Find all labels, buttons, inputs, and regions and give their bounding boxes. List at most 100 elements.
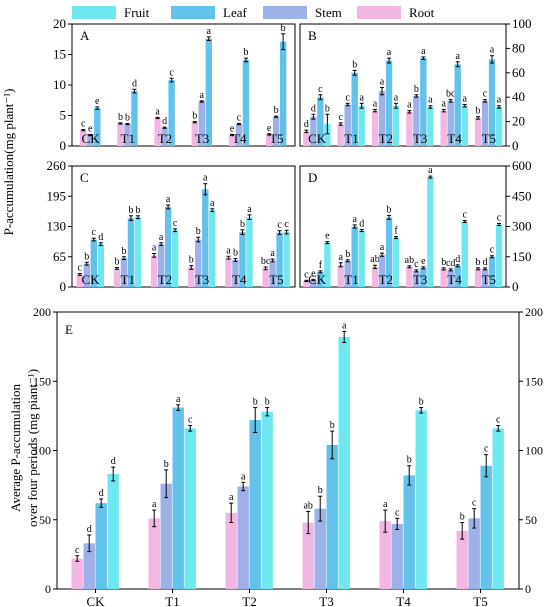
significance-letter: d bbox=[99, 488, 104, 499]
y-axis-label-top: P-accumulation(mg plant⁻¹) bbox=[1, 89, 16, 236]
significance-letter: c bbox=[484, 444, 489, 455]
bar-fruit-t4 bbox=[461, 221, 468, 287]
panel-letter: A bbox=[80, 28, 90, 43]
significance-letter: cd bbox=[446, 258, 455, 269]
significance-letter: c bbox=[497, 212, 502, 223]
bar-root-t2 bbox=[371, 110, 379, 146]
x-tick-label: T5 bbox=[269, 131, 283, 146]
y-tick-label: 150 bbox=[525, 374, 543, 388]
bar-fruit-ck bbox=[107, 474, 119, 589]
bar-root-t5 bbox=[262, 268, 269, 287]
significance-letter: b bbox=[192, 111, 197, 122]
significance-letter: bc bbox=[446, 89, 456, 100]
bar-fruit-t4 bbox=[415, 410, 427, 589]
significance-letter: b bbox=[460, 512, 465, 523]
significance-letter: d bbox=[162, 116, 167, 127]
significance-letter: c bbox=[237, 112, 242, 123]
y-tick-label: 0 bbox=[525, 582, 531, 596]
y-tick-label: 0 bbox=[512, 138, 519, 153]
significance-letter: a bbox=[428, 95, 433, 106]
significance-letter: e bbox=[267, 123, 272, 134]
bar-leaf-t2 bbox=[168, 80, 175, 146]
bar-leaf-t4 bbox=[239, 232, 246, 287]
bar-root-ck bbox=[303, 131, 310, 146]
panel-letter: E bbox=[65, 322, 73, 337]
y-tick-label: 150 bbox=[33, 374, 51, 388]
bar-stem-ck bbox=[83, 263, 90, 287]
significance-letter: b bbox=[318, 485, 323, 496]
bar-fruit-t3 bbox=[209, 210, 216, 287]
x-tick-label: T4 bbox=[447, 272, 462, 287]
significance-letter: a bbox=[200, 90, 205, 101]
bar-root-t2 bbox=[371, 266, 379, 287]
bar-leaf-t2 bbox=[385, 60, 393, 146]
significance-letter: d bbox=[132, 78, 137, 89]
bar-stem-t4 bbox=[447, 269, 454, 287]
significance-letter: b bbox=[233, 248, 238, 259]
significance-letter: a bbox=[203, 173, 208, 184]
significance-letter: ab bbox=[303, 500, 312, 511]
panel-b: 020406080100BddcbCKccbaT1aaaaT2abaaT3abc… bbox=[299, 16, 532, 153]
significance-letter: d bbox=[455, 254, 460, 265]
bar-stem-t5 bbox=[272, 116, 280, 146]
bar-root-t3 bbox=[406, 266, 413, 287]
significance-letter: c bbox=[338, 112, 343, 123]
significance-letter: a bbox=[490, 45, 495, 56]
y-tick-label: 195 bbox=[47, 188, 67, 203]
significance-letter: b bbox=[164, 459, 169, 470]
panel-letter: B bbox=[308, 28, 317, 43]
significance-letter: c bbox=[496, 415, 501, 426]
significance-letter: a bbox=[407, 100, 412, 111]
x-tick-label: T4 bbox=[232, 131, 247, 146]
y-tick-label: 40 bbox=[512, 89, 525, 104]
bar-fruit-t1 bbox=[358, 105, 365, 146]
bar-stem-t4 bbox=[235, 124, 243, 146]
significance-letter: c bbox=[483, 89, 488, 100]
bar-fruit-ck bbox=[324, 124, 331, 146]
significance-letter: d bbox=[87, 524, 92, 535]
x-tick-label: T3 bbox=[413, 272, 427, 287]
y-tick-label: 450 bbox=[512, 188, 532, 203]
significance-letter: ab bbox=[405, 255, 414, 266]
y-tick-label: 15 bbox=[53, 47, 66, 62]
bar-stem-t1 bbox=[120, 258, 128, 287]
x-tick-label: T2 bbox=[379, 131, 393, 146]
significance-letter: b bbox=[281, 23, 286, 34]
bar-stem-t4 bbox=[447, 100, 454, 146]
bar-leaf-t3 bbox=[326, 444, 338, 589]
bar-fruit-t3 bbox=[427, 177, 434, 287]
y-axis-label-bottom-line1: Average P-accumulation bbox=[8, 384, 23, 512]
x-tick-label: T3 bbox=[195, 131, 209, 146]
x-tick-label: CK bbox=[82, 131, 101, 146]
bar-root-t5 bbox=[474, 268, 482, 287]
significance-letter: a bbox=[338, 252, 343, 263]
bar-fruit-t4 bbox=[461, 105, 468, 146]
significance-letter: b bbox=[407, 455, 412, 466]
x-tick-label: T4 bbox=[232, 272, 247, 287]
bar-leaf-t1 bbox=[351, 72, 358, 146]
bar-leaf-t5 bbox=[279, 41, 287, 146]
legend-swatch-stem bbox=[263, 6, 307, 19]
bar-leaf-t5 bbox=[488, 59, 496, 146]
bar-fruit-t3 bbox=[338, 336, 350, 589]
x-tick-label: T1 bbox=[344, 131, 358, 146]
significance-letter: d bbox=[311, 103, 316, 114]
x-tick-label: T4 bbox=[396, 594, 411, 607]
y-tick-label: 130 bbox=[47, 219, 67, 234]
significance-letter: a bbox=[155, 106, 160, 117]
significance-letter: a bbox=[421, 46, 426, 57]
x-tick-label: CK bbox=[86, 594, 105, 607]
bar-leaf-t2 bbox=[249, 420, 261, 589]
significance-letter: a bbox=[342, 320, 347, 331]
bar-stem-t4 bbox=[232, 260, 239, 287]
significance-letter: a bbox=[352, 214, 357, 225]
bar-leaf-t3 bbox=[205, 38, 212, 146]
bar-root-t5 bbox=[474, 117, 482, 146]
panel-frame bbox=[71, 23, 296, 147]
bar-leaf-ck bbox=[317, 97, 324, 146]
significance-letter: b bbox=[196, 226, 201, 237]
legend-swatch-root bbox=[357, 6, 401, 19]
bar-stem-t1 bbox=[344, 104, 351, 146]
bar-leaf-ck bbox=[95, 503, 107, 589]
bar-root-t3 bbox=[302, 522, 314, 589]
